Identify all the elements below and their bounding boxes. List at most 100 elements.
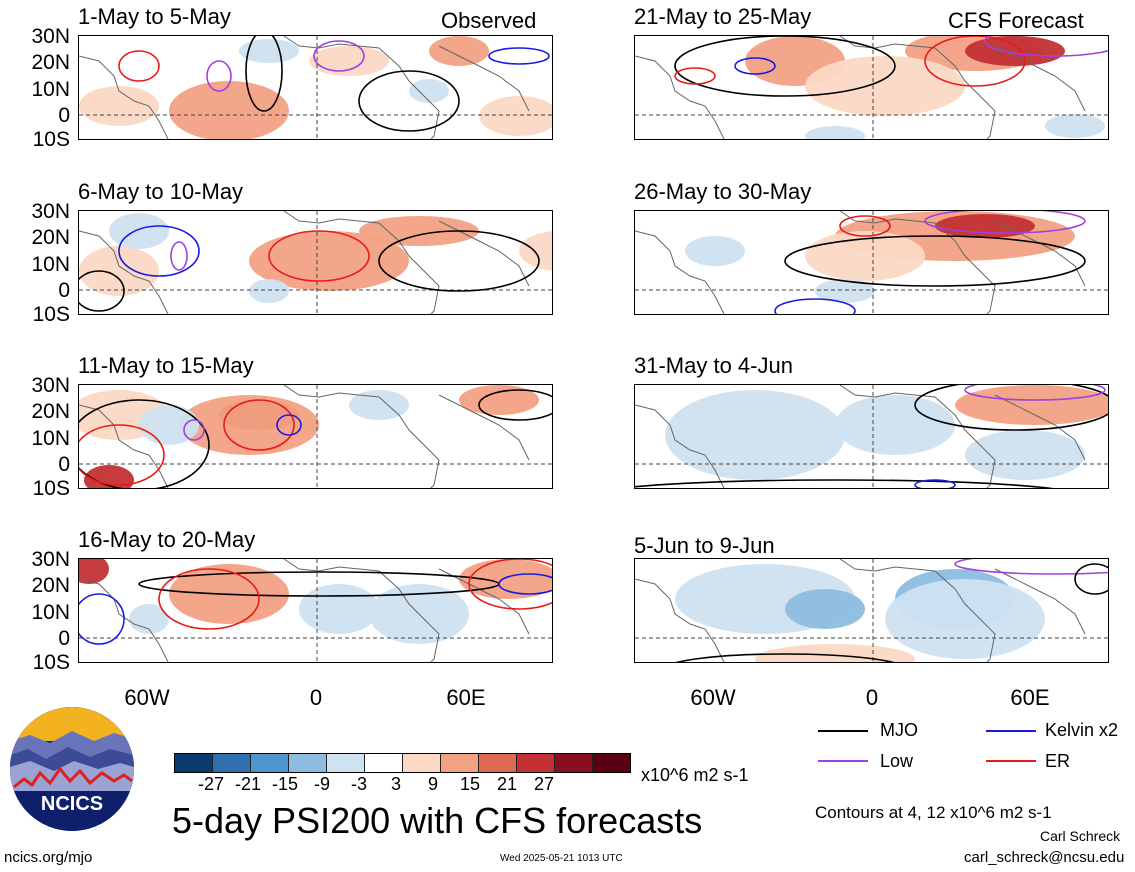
author-email: carl_schreck@ncsu.edu — [964, 849, 1125, 866]
psi-anomaly-shading — [309, 46, 389, 76]
wave-contour — [118, 225, 200, 277]
wave-contour — [468, 559, 552, 610]
psi-anomaly-shading — [239, 39, 299, 63]
colorbar-swatch — [555, 754, 593, 772]
lat-label: 30N — [31, 200, 70, 223]
lat-label: 30N — [31, 25, 70, 48]
site-url[interactable]: ncics.org/mjo — [4, 849, 93, 866]
colorbar-swatch — [441, 754, 479, 772]
psi-anomaly-shading — [179, 395, 319, 455]
wave-contour — [984, 36, 1108, 57]
wave-contour — [914, 385, 1108, 431]
asia-outline — [438, 220, 530, 287]
psi-anomaly-shading — [785, 589, 865, 629]
psi-anomaly-shading — [805, 126, 865, 139]
asia-outline — [438, 394, 530, 461]
psi-anomaly-shading — [685, 236, 745, 266]
panel-title-8: 5-Jun to 9-Jun — [634, 533, 775, 558]
low-legend-label: Low — [880, 751, 914, 771]
africa-outline — [283, 385, 440, 488]
lat-label: 30N — [31, 374, 70, 397]
er-legend-label: ER — [1045, 751, 1071, 771]
ncics-logo: NCICS — [10, 707, 134, 831]
map-panel-6 — [634, 210, 1109, 315]
africa-outline — [839, 385, 996, 488]
cfs-forecast-label: CFS Forecast — [948, 8, 1084, 33]
americas-outline — [79, 404, 169, 488]
lat-label: 10S — [32, 128, 70, 151]
africa-outline — [839, 211, 996, 314]
wave-contour — [784, 235, 1086, 287]
colorbar-swatch — [479, 754, 517, 772]
logo-text: NCICS — [40, 793, 104, 815]
psi-anomaly-shading — [169, 81, 289, 139]
kelvin-legend-label: Kelvin x2 — [1045, 720, 1119, 740]
psi-anomaly-shading — [815, 279, 875, 303]
wave-contour — [964, 385, 1106, 401]
asia-outline — [438, 45, 530, 112]
wave-contour — [924, 211, 1086, 234]
observed-label: Observed — [441, 8, 537, 33]
colorbar-swatch — [593, 754, 630, 772]
main-title: 5-day PSI200 with CFS forecasts — [172, 800, 703, 841]
lat-label: 10S — [32, 303, 70, 326]
colorbar-swatch — [289, 754, 327, 772]
psi-anomaly-shading — [965, 36, 1065, 66]
psi-anomaly-shading — [79, 246, 159, 296]
contours-note: Contours at 4, 12 x10^6 m2 s-1 — [815, 803, 1052, 822]
africa-outline — [283, 36, 440, 139]
americas-outline — [635, 578, 725, 662]
colorbar-swatch — [175, 754, 213, 772]
americas-outline — [79, 578, 169, 662]
colorbar-tick-label: 15 — [459, 774, 481, 794]
wave-contour — [675, 653, 895, 662]
map-panel-1 — [78, 35, 553, 140]
psi-anomaly-shading — [299, 584, 379, 634]
lon-label-60w-right: 60W — [690, 685, 736, 710]
wave-contour — [79, 593, 125, 645]
colorbar-units: x10^6 m2 s-1 — [641, 765, 749, 785]
wave-contour — [245, 36, 283, 112]
colorbar-tick-label: -27 — [197, 774, 224, 794]
lon-label-60e-right: 60E — [1010, 685, 1050, 710]
map-panel-8 — [634, 558, 1109, 663]
lat-label: 20N — [31, 226, 70, 249]
panel-title-6: 26-May to 30-May — [634, 179, 812, 204]
lat-label: 10N — [31, 253, 70, 276]
lat-label: 20N — [31, 574, 70, 597]
asia-outline — [994, 394, 1086, 461]
psi-anomaly-shading — [519, 231, 552, 271]
wave-contour — [118, 50, 160, 82]
lon-label-60e-left: 60E — [446, 685, 486, 710]
wave-contour — [924, 36, 1026, 87]
mjo-legend-label: MJO — [880, 720, 918, 740]
lon-label-0-left: 0 — [309, 685, 323, 710]
wave-contour — [79, 424, 165, 486]
lat-label: 10N — [31, 78, 70, 101]
wave-contour — [276, 414, 302, 436]
colorbar — [174, 753, 631, 773]
psi-anomaly-shading — [129, 604, 169, 634]
psi-anomaly-shading — [79, 86, 159, 126]
wave-contour — [914, 479, 956, 488]
psi-anomaly-shading — [805, 231, 925, 281]
americas-outline — [635, 404, 725, 488]
lat-label: 0 — [58, 279, 70, 302]
colorbar-swatch — [365, 754, 403, 772]
colorbar-tick-label: -21 — [234, 774, 261, 794]
psi-anomaly-shading — [409, 79, 449, 103]
wave-contour — [268, 230, 370, 282]
wave-contour — [734, 57, 776, 75]
psi-anomaly-shading — [755, 644, 915, 662]
colorbar-tick-label: -3 — [350, 774, 367, 794]
panel-title-3: 11-May to 15-May — [78, 353, 254, 378]
wave-contour — [378, 230, 540, 292]
wave-contour — [674, 36, 896, 97]
panel-title-7: 31-May to 4-Jun — [634, 353, 793, 378]
psi-anomaly-shading — [935, 214, 1035, 238]
lat-label: 0 — [58, 104, 70, 127]
wave-contour — [206, 60, 232, 92]
psi-anomaly-shading — [359, 216, 479, 246]
colorbar-tick-label: 27 — [533, 774, 555, 794]
psi-anomaly-shading — [665, 390, 845, 480]
